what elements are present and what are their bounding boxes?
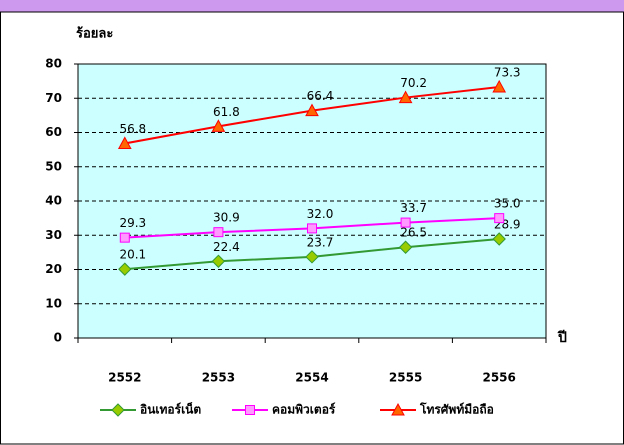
y-tick-label: 80 bbox=[45, 57, 62, 71]
legend-label: โทรศัพท์มือถือ bbox=[419, 402, 494, 417]
value-label: 30.9 bbox=[213, 211, 240, 225]
marker bbox=[398, 90, 413, 104]
value-label: 33.7 bbox=[400, 201, 427, 215]
marker bbox=[211, 254, 226, 268]
x-tick-label: 2556 bbox=[482, 371, 515, 385]
marker bbox=[117, 136, 132, 149]
value-label: 32.0 bbox=[307, 207, 334, 221]
legend-label: คอมพิวเตอร์ bbox=[272, 403, 336, 417]
marker bbox=[400, 217, 411, 228]
value-label: 26.5 bbox=[400, 226, 427, 240]
value-label: 73.3 bbox=[494, 65, 521, 79]
value-label: 23.7 bbox=[307, 235, 334, 249]
marker bbox=[398, 240, 413, 254]
marker bbox=[119, 232, 130, 243]
x-tick-label: 2554 bbox=[295, 371, 328, 385]
plot-border bbox=[77, 63, 547, 339]
x-tick-label: 2555 bbox=[389, 371, 422, 385]
value-label: 66.4 bbox=[307, 89, 334, 103]
value-label: 56.8 bbox=[119, 122, 146, 136]
marker bbox=[111, 403, 125, 417]
marker bbox=[305, 103, 319, 117]
marker bbox=[391, 402, 405, 416]
legend-label: อินเทอร์เน็ต bbox=[140, 402, 201, 417]
marker bbox=[494, 213, 505, 224]
value-label: 29.3 bbox=[119, 216, 146, 230]
x-tick-label: 2552 bbox=[108, 371, 141, 385]
y-tick-label: 70 bbox=[45, 91, 62, 105]
y-tick-label: 20 bbox=[45, 262, 62, 276]
marker bbox=[211, 119, 226, 132]
y-tick-label: 10 bbox=[45, 296, 62, 310]
value-label: 20.1 bbox=[119, 248, 146, 262]
x-axis-label: ปี bbox=[557, 330, 567, 346]
value-label: 70.2 bbox=[400, 76, 427, 90]
marker bbox=[492, 232, 506, 246]
x-tick-label: 2553 bbox=[202, 371, 235, 385]
y-tick-label: 40 bbox=[45, 194, 62, 208]
header-band bbox=[0, 0, 624, 12]
value-label: 61.8 bbox=[213, 105, 240, 119]
marker bbox=[305, 250, 319, 264]
marker bbox=[307, 223, 317, 234]
value-label: 22.4 bbox=[213, 240, 240, 254]
marker bbox=[118, 262, 132, 276]
value-label: 35.0 bbox=[494, 197, 521, 211]
y-tick-label: 60 bbox=[45, 125, 62, 139]
marker bbox=[492, 79, 507, 93]
y-tick-label: 30 bbox=[45, 228, 62, 242]
y-tick-label: 50 bbox=[45, 159, 62, 173]
y-axis-label: ร้อยละ bbox=[76, 26, 113, 42]
marker bbox=[245, 405, 255, 415]
y-tick-label: 0 bbox=[54, 331, 62, 345]
marker bbox=[213, 227, 224, 238]
